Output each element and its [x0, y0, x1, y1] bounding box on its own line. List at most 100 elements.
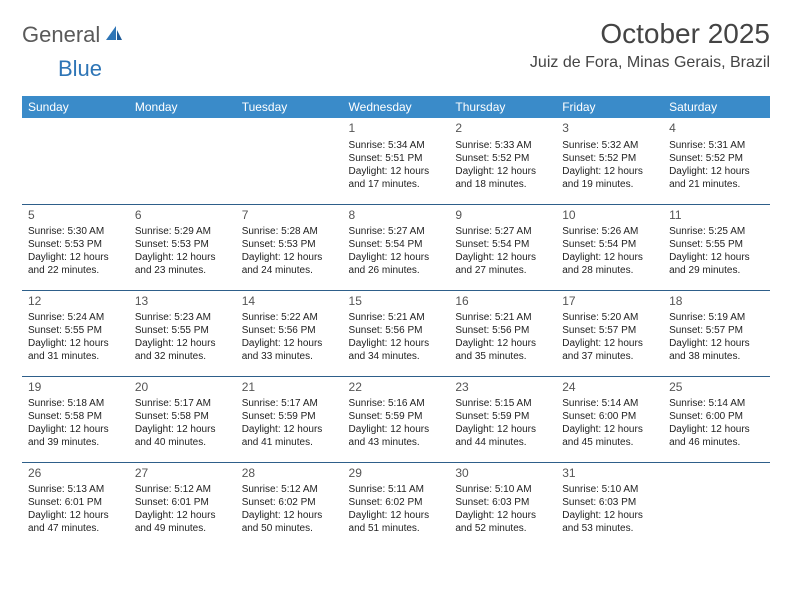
sunrise-line: Sunrise: 5:15 AM: [455, 397, 550, 410]
daylight-line: Daylight: 12 hours and 19 minutes.: [562, 165, 657, 191]
sunset-line: Sunset: 5:53 PM: [28, 238, 123, 251]
day-number: 12: [28, 294, 123, 310]
calendar-cell: 31Sunrise: 5:10 AMSunset: 6:03 PMDayligh…: [556, 462, 663, 548]
day-number: 8: [349, 208, 444, 224]
calendar-cell: 8Sunrise: 5:27 AMSunset: 5:54 PMDaylight…: [343, 204, 450, 290]
daylight-line: Daylight: 12 hours and 33 minutes.: [242, 337, 337, 363]
day-number: 23: [455, 380, 550, 396]
sunset-line: Sunset: 5:52 PM: [669, 152, 764, 165]
sunrise-line: Sunrise: 5:22 AM: [242, 311, 337, 324]
daylight-line: Daylight: 12 hours and 49 minutes.: [135, 509, 230, 535]
sunrise-line: Sunrise: 5:19 AM: [669, 311, 764, 324]
day-number: 15: [349, 294, 444, 310]
day-number: 22: [349, 380, 444, 396]
sunrise-line: Sunrise: 5:14 AM: [562, 397, 657, 410]
day-number: 27: [135, 466, 230, 482]
daylight-line: Daylight: 12 hours and 31 minutes.: [28, 337, 123, 363]
sunset-line: Sunset: 5:55 PM: [669, 238, 764, 251]
day-number: 4: [669, 121, 764, 137]
sunset-line: Sunset: 5:53 PM: [135, 238, 230, 251]
daylight-line: Daylight: 12 hours and 53 minutes.: [562, 509, 657, 535]
daylight-line: Daylight: 12 hours and 51 minutes.: [349, 509, 444, 535]
sunrise-line: Sunrise: 5:26 AM: [562, 225, 657, 238]
sunset-line: Sunset: 5:57 PM: [562, 324, 657, 337]
day-number: 18: [669, 294, 764, 310]
sunrise-line: Sunrise: 5:16 AM: [349, 397, 444, 410]
calendar-cell: 5Sunrise: 5:30 AMSunset: 5:53 PMDaylight…: [22, 204, 129, 290]
sunrise-line: Sunrise: 5:33 AM: [455, 139, 550, 152]
daylight-line: Daylight: 12 hours and 43 minutes.: [349, 423, 444, 449]
sunset-line: Sunset: 5:54 PM: [562, 238, 657, 251]
calendar-cell: 12Sunrise: 5:24 AMSunset: 5:55 PMDayligh…: [22, 290, 129, 376]
sunrise-line: Sunrise: 5:28 AM: [242, 225, 337, 238]
logo-text-general: General: [22, 22, 100, 48]
sunrise-line: Sunrise: 5:17 AM: [135, 397, 230, 410]
calendar-cell: 2Sunrise: 5:33 AMSunset: 5:52 PMDaylight…: [449, 118, 556, 204]
sunrise-line: Sunrise: 5:25 AM: [669, 225, 764, 238]
daylight-line: Daylight: 12 hours and 45 minutes.: [562, 423, 657, 449]
calendar-cell: [129, 118, 236, 204]
sunrise-line: Sunrise: 5:14 AM: [669, 397, 764, 410]
sunset-line: Sunset: 6:02 PM: [349, 496, 444, 509]
daylight-line: Daylight: 12 hours and 40 minutes.: [135, 423, 230, 449]
daylight-line: Daylight: 12 hours and 29 minutes.: [669, 251, 764, 277]
sunset-line: Sunset: 5:56 PM: [455, 324, 550, 337]
calendar-cell: 14Sunrise: 5:22 AMSunset: 5:56 PMDayligh…: [236, 290, 343, 376]
sunset-line: Sunset: 5:52 PM: [455, 152, 550, 165]
day-header: Tuesday: [236, 96, 343, 118]
day-number: 29: [349, 466, 444, 482]
calendar-cell: 22Sunrise: 5:16 AMSunset: 5:59 PMDayligh…: [343, 376, 450, 462]
sunrise-line: Sunrise: 5:12 AM: [135, 483, 230, 496]
sunset-line: Sunset: 6:00 PM: [669, 410, 764, 423]
day-number: 25: [669, 380, 764, 396]
sunrise-line: Sunrise: 5:21 AM: [455, 311, 550, 324]
day-header-row: Sunday Monday Tuesday Wednesday Thursday…: [22, 96, 770, 118]
sunset-line: Sunset: 5:54 PM: [349, 238, 444, 251]
daylight-line: Daylight: 12 hours and 24 minutes.: [242, 251, 337, 277]
day-number: 17: [562, 294, 657, 310]
calendar-cell: 20Sunrise: 5:17 AMSunset: 5:58 PMDayligh…: [129, 376, 236, 462]
calendar-body: 1Sunrise: 5:34 AMSunset: 5:51 PMDaylight…: [22, 118, 770, 548]
day-number: 30: [455, 466, 550, 482]
sunset-line: Sunset: 5:53 PM: [242, 238, 337, 251]
sunset-line: Sunset: 6:01 PM: [28, 496, 123, 509]
sunset-line: Sunset: 5:57 PM: [669, 324, 764, 337]
calendar-cell: 16Sunrise: 5:21 AMSunset: 5:56 PMDayligh…: [449, 290, 556, 376]
sunrise-line: Sunrise: 5:10 AM: [562, 483, 657, 496]
day-number: 19: [28, 380, 123, 396]
day-header: Wednesday: [343, 96, 450, 118]
day-number: 20: [135, 380, 230, 396]
day-number: 9: [455, 208, 550, 224]
sunrise-line: Sunrise: 5:10 AM: [455, 483, 550, 496]
day-header: Sunday: [22, 96, 129, 118]
sunset-line: Sunset: 6:00 PM: [562, 410, 657, 423]
calendar-cell: [22, 118, 129, 204]
calendar-cell: 11Sunrise: 5:25 AMSunset: 5:55 PMDayligh…: [663, 204, 770, 290]
day-number: 24: [562, 380, 657, 396]
day-number: 28: [242, 466, 337, 482]
sunrise-line: Sunrise: 5:32 AM: [562, 139, 657, 152]
calendar-row: 26Sunrise: 5:13 AMSunset: 6:01 PMDayligh…: [22, 462, 770, 548]
calendar-cell: 23Sunrise: 5:15 AMSunset: 5:59 PMDayligh…: [449, 376, 556, 462]
sunrise-line: Sunrise: 5:34 AM: [349, 139, 444, 152]
sunset-line: Sunset: 6:03 PM: [455, 496, 550, 509]
calendar-cell: 30Sunrise: 5:10 AMSunset: 6:03 PMDayligh…: [449, 462, 556, 548]
daylight-line: Daylight: 12 hours and 37 minutes.: [562, 337, 657, 363]
day-number: 3: [562, 121, 657, 137]
sunrise-line: Sunrise: 5:24 AM: [28, 311, 123, 324]
daylight-line: Daylight: 12 hours and 26 minutes.: [349, 251, 444, 277]
sunrise-line: Sunrise: 5:29 AM: [135, 225, 230, 238]
calendar-row: 19Sunrise: 5:18 AMSunset: 5:58 PMDayligh…: [22, 376, 770, 462]
day-number: 21: [242, 380, 337, 396]
sunset-line: Sunset: 5:52 PM: [562, 152, 657, 165]
calendar-cell: 10Sunrise: 5:26 AMSunset: 5:54 PMDayligh…: [556, 204, 663, 290]
sunrise-line: Sunrise: 5:13 AM: [28, 483, 123, 496]
daylight-line: Daylight: 12 hours and 18 minutes.: [455, 165, 550, 191]
calendar-cell: 24Sunrise: 5:14 AMSunset: 6:00 PMDayligh…: [556, 376, 663, 462]
sunrise-line: Sunrise: 5:27 AM: [349, 225, 444, 238]
calendar-cell: 6Sunrise: 5:29 AMSunset: 5:53 PMDaylight…: [129, 204, 236, 290]
day-header: Monday: [129, 96, 236, 118]
daylight-line: Daylight: 12 hours and 22 minutes.: [28, 251, 123, 277]
sunset-line: Sunset: 5:51 PM: [349, 152, 444, 165]
day-header: Thursday: [449, 96, 556, 118]
